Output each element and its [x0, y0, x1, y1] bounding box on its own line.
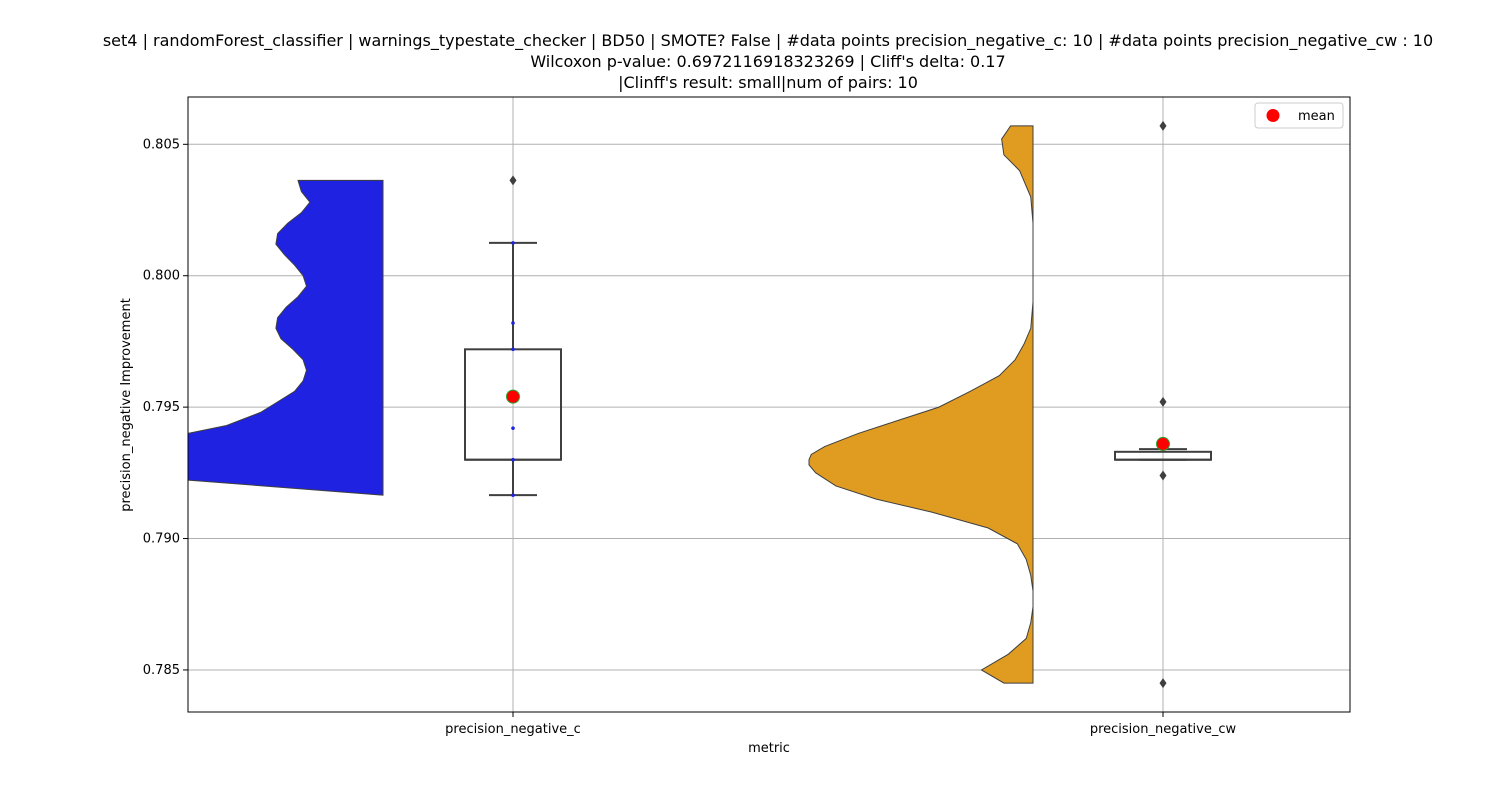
data-point	[511, 493, 515, 497]
title-line-1: set4 | randomForest_classifier | warning…	[103, 31, 1433, 51]
y-tick-label: 0.800	[143, 269, 180, 284]
legend-mean-marker	[1266, 109, 1280, 122]
outlier-point	[509, 175, 517, 186]
violin-precision_negative_c	[188, 179, 384, 496]
axes-frame	[187, 96, 1351, 713]
violin-precision_negative_cw	[808, 125, 1034, 684]
plot-content	[188, 120, 1212, 689]
x-tick-label: precision_negative_cw	[1090, 722, 1237, 737]
data-point	[511, 241, 515, 245]
data-point	[511, 426, 515, 430]
y-tick-label: 0.795	[143, 400, 180, 415]
chart-title: set4 | randomForest_classifier | warning…	[103, 31, 1433, 92]
outlier-point	[1159, 120, 1167, 131]
data-point	[511, 347, 515, 352]
y-tick-label: 0.785	[143, 663, 180, 678]
legend-box	[1254, 102, 1344, 129]
x-axis-label: metric	[748, 741, 790, 756]
data-point	[511, 321, 515, 325]
outlier-point	[1159, 678, 1167, 689]
y-axis-label: precision_negative Improvement	[119, 298, 134, 512]
y-tick-label: 0.805	[143, 137, 180, 152]
x-tick-label: precision_negative_c	[445, 722, 581, 737]
data-point	[511, 457, 515, 462]
x-axis: precision_negative_c precision_negative_c…	[445, 712, 1237, 737]
legend: mean	[1254, 102, 1344, 129]
outlier-point	[1159, 396, 1167, 407]
title-line-2: Wilcoxon p-value: 0.6972116918323269 | C…	[530, 52, 1005, 71]
y-tick-label: 0.790	[143, 532, 180, 547]
title-line-3: |Clinff's result: small|num of pairs: 10	[618, 73, 918, 92]
y-axis: 0.785 0.790 0.795 0.800 0.805	[143, 137, 188, 678]
mean-marker	[1156, 436, 1170, 451]
outlier-point	[1159, 470, 1167, 481]
mean-marker	[506, 389, 520, 404]
legend-mean-label: mean	[1298, 109, 1335, 124]
